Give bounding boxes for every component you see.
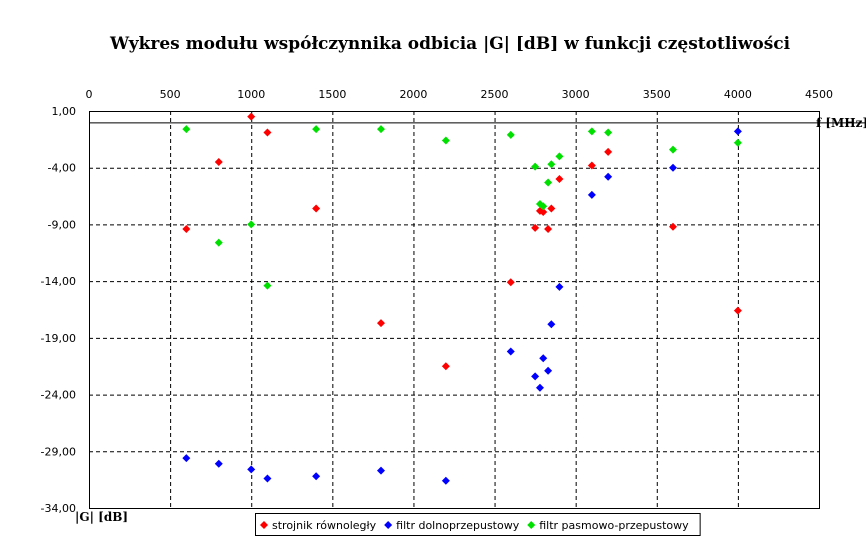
series-3	[182, 125, 742, 290]
legend-marker	[527, 521, 536, 529]
data-point	[312, 472, 321, 481]
data-point	[539, 354, 548, 363]
data-point	[547, 160, 556, 169]
data-point	[441, 136, 450, 145]
data-point	[555, 282, 564, 291]
data-point	[312, 204, 321, 213]
data-point	[587, 190, 596, 199]
y-tick-label: -9,00	[48, 218, 76, 231]
legend-marker	[384, 521, 393, 529]
x-tick-label: 2000	[399, 88, 427, 101]
data-point	[247, 220, 256, 229]
data-point	[531, 372, 540, 381]
data-point	[506, 278, 515, 287]
data-point	[263, 474, 272, 483]
data-point	[547, 320, 556, 329]
chart-title: Wykres modułu współczynnika odbicia |G| …	[109, 34, 791, 54]
data-point	[669, 145, 677, 154]
y-tick-labels: 1,00 -4,00 -9,00 -14,00 -19,00 -24,00 -29,00 -3…	[41, 105, 76, 515]
data-point	[377, 125, 385, 134]
x-tick-label: 1000	[237, 88, 265, 101]
data-point	[263, 281, 272, 290]
data-point	[214, 158, 223, 167]
x-tick-label: 4500	[805, 88, 833, 101]
data-point	[587, 161, 596, 170]
legend-label: strojnik równoległy	[272, 519, 377, 532]
data-point	[669, 222, 677, 231]
data-point	[441, 476, 450, 485]
data-point	[531, 223, 540, 232]
y-tick-label: -29,00	[41, 445, 76, 458]
legend-label: filtr dolnoprzepustowy	[396, 519, 520, 532]
data-point	[604, 147, 613, 156]
grid	[89, 111, 819, 508]
data-point	[263, 128, 272, 137]
x-tick-label: 500	[160, 88, 181, 101]
data-point	[604, 172, 613, 181]
data-point	[539, 207, 548, 216]
plot-frame	[89, 111, 820, 509]
data-point	[182, 454, 191, 463]
data-point	[377, 466, 385, 475]
data-point	[506, 347, 515, 356]
x-tick-label: 3500	[643, 88, 671, 101]
data-point	[182, 125, 191, 134]
legend: strojnik równoległy filtr dolnoprzepustow…	[255, 513, 701, 536]
legend-box	[255, 513, 701, 536]
legend-marker	[260, 521, 268, 529]
data-point	[377, 319, 385, 328]
data-point	[669, 163, 677, 172]
data-points	[182, 112, 742, 485]
data-point	[247, 465, 256, 474]
series-2	[182, 127, 742, 485]
data-point	[547, 204, 556, 213]
y-tick-label: -4,00	[48, 162, 76, 175]
x-tick-label: 3000	[562, 88, 590, 101]
data-point	[587, 127, 596, 136]
data-point	[182, 224, 191, 233]
data-point	[544, 224, 553, 233]
data-point	[214, 238, 223, 247]
data-point	[604, 128, 613, 137]
y-tick-label: -24,00	[41, 389, 76, 402]
x-tick-labels: 0 500 1000 1500 2000 2500 3000 3500 4000 4500	[86, 88, 834, 101]
data-point	[535, 383, 544, 392]
x-tick-label: 1500	[318, 88, 346, 101]
data-point	[531, 162, 540, 171]
data-point	[441, 362, 450, 371]
data-point	[544, 178, 553, 187]
data-point	[312, 125, 321, 134]
series-1	[182, 112, 742, 371]
x-tick-label: 0	[86, 88, 93, 101]
x-tick-label: 2500	[481, 88, 509, 101]
y-tick-label: -34,00	[41, 502, 76, 515]
data-point	[539, 202, 548, 211]
data-point	[247, 112, 256, 121]
y-tick-label: -14,00	[41, 275, 76, 288]
axes	[89, 111, 866, 509]
data-point	[544, 366, 553, 375]
data-point	[733, 138, 742, 147]
data-point	[506, 130, 515, 139]
x-tick-label: 4000	[724, 88, 752, 101]
y-tick-label: 1,00	[52, 105, 77, 118]
data-point	[733, 306, 742, 315]
data-point	[214, 459, 223, 468]
data-point	[555, 175, 564, 184]
data-point	[555, 152, 564, 161]
y-axis-label: |G| [dB]	[75, 510, 128, 524]
data-point	[733, 127, 742, 136]
y-tick-label: -19,00	[41, 332, 76, 345]
x-axis-label: f [MHz]	[816, 116, 866, 130]
legend-label: filtr pasmowo-przepustowy	[539, 519, 689, 532]
